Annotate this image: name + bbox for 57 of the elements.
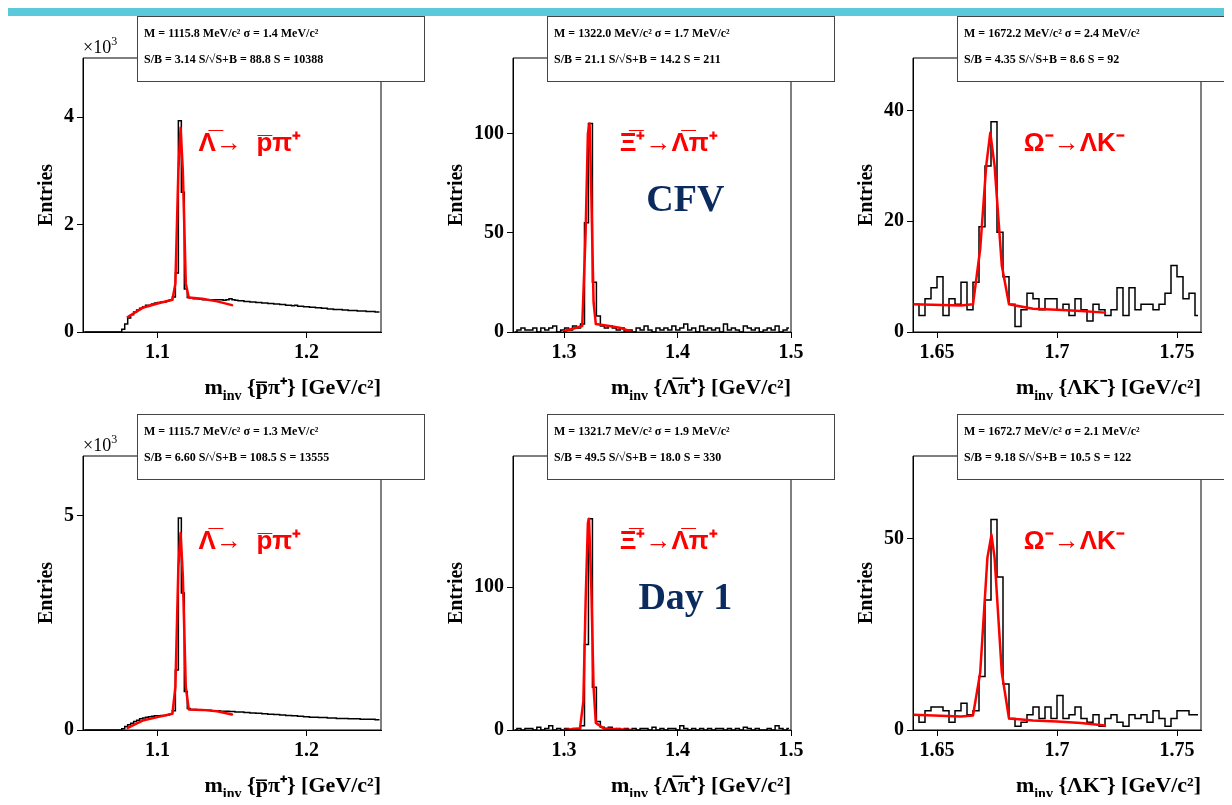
info-box: M = 1322.0 MeV/c² σ = 1.7 MeV/c² S/B = 21.1 S/√S+B = 14.2 S = 211 xyxy=(547,16,835,82)
x-tick-label: 1.65 xyxy=(919,738,955,761)
y-tick-label: 0 xyxy=(64,319,74,342)
annotation: Day 1 xyxy=(638,575,733,618)
y-tick-label: 40 xyxy=(884,97,904,120)
annotation: Ω⁻→ΛK⁻ xyxy=(1023,127,1125,158)
x-tick-label: 1.75 xyxy=(1159,738,1195,761)
x-tick-label: 1.7 xyxy=(1044,340,1070,363)
info-box: M = 1672.7 MeV/c² σ = 2.1 MeV/c² S/B = 9.18 S/√S+B = 10.5 S = 122 xyxy=(957,414,1224,480)
x-tick-label: 1.2 xyxy=(294,738,319,761)
annotation: S/B = 3.14 S/√S+B = 88.8 S = 10388 xyxy=(144,51,325,68)
y-axis-title: Entries xyxy=(34,561,57,625)
y-axis-title: Entries xyxy=(444,561,467,625)
x-tick-label: 1.5 xyxy=(778,340,804,363)
x-tick-label: 1.75 xyxy=(1159,340,1195,363)
x-tick-label: 1.5 xyxy=(778,738,804,761)
y-tick-label: 4 xyxy=(64,104,74,127)
info-box: M = 1115.7 MeV/c² σ = 1.3 MeV/c² S/B = 6.60 S/√S+B = 108.5 S = 13555 xyxy=(137,414,425,480)
y-tick-label: 50 xyxy=(484,219,504,242)
x-tick-label: 1.1 xyxy=(145,340,170,363)
annotation: Λ̅→ p̅π⁺ xyxy=(198,525,302,556)
x-tick-label: 1.3 xyxy=(551,340,577,363)
x-tick-label: 1.1 xyxy=(145,738,170,761)
y-tick-label: 0 xyxy=(494,319,504,342)
y-tick-label: 100 xyxy=(474,574,504,597)
y-tick-label: 5 xyxy=(64,503,74,526)
annotation: Ξ̅⁺→Λ̅π⁺ xyxy=(619,525,718,556)
x-tick-label: 1.2 xyxy=(294,340,319,363)
info-box: M = 1115.8 MeV/c² σ = 1.4 MeV/c² S/B = 3.14 S/√S+B = 88.8 S = 10388 xyxy=(137,16,425,82)
y-tick-label: 50 xyxy=(884,525,904,548)
y-axis-title: Entries xyxy=(34,163,57,227)
y-tick-label: 100 xyxy=(474,120,504,143)
info-box: M = 1321.7 MeV/c² σ = 1.9 MeV/c² S/B = 49.5 S/√S+B = 18.0 S = 330 xyxy=(547,414,835,480)
annotation: S/B = 4.35 S/√S+B = 8.6 S = 92 xyxy=(964,51,1121,68)
x-tick-label: 1.65 xyxy=(919,340,955,363)
y-tick-label: 0 xyxy=(494,717,504,740)
annotation: S/B = 6.60 S/√S+B = 108.5 S = 13555 xyxy=(144,449,331,466)
y-axis-title: Entries xyxy=(854,163,877,227)
y-tick-label: 0 xyxy=(894,717,904,740)
y-tick-label: 2 xyxy=(64,211,74,234)
x-tick-label: 1.3 xyxy=(551,738,577,761)
x-tick-label: 1.7 xyxy=(1044,738,1070,761)
y-axis-title: Entries xyxy=(444,163,467,227)
x-tick-label: 1.4 xyxy=(665,340,691,363)
annotation: Λ̅→ p̅π⁺ xyxy=(198,127,302,158)
y-tick-label: 0 xyxy=(64,717,74,740)
annotation: S/B = 49.5 S/√S+B = 18.0 S = 330 xyxy=(554,449,723,466)
annotation: S/B = 9.18 S/√S+B = 10.5 S = 122 xyxy=(964,449,1133,466)
annotation: S/B = 21.1 S/√S+B = 14.2 S = 211 xyxy=(554,51,722,68)
info-box: M = 1672.2 MeV/c² σ = 2.4 MeV/c² S/B = 4.35 S/√S+B = 8.6 S = 92 xyxy=(957,16,1224,82)
annotation: Ω⁻→ΛK⁻ xyxy=(1023,525,1125,556)
y-tick-label: 0 xyxy=(894,319,904,342)
annotation: CFV xyxy=(646,177,725,220)
y-tick-label: 20 xyxy=(884,208,904,231)
annotation: Ξ̅⁺→Λ̅π⁺ xyxy=(619,127,718,158)
x-tick-label: 1.4 xyxy=(665,738,691,761)
y-axis-title: Entries xyxy=(854,561,877,625)
